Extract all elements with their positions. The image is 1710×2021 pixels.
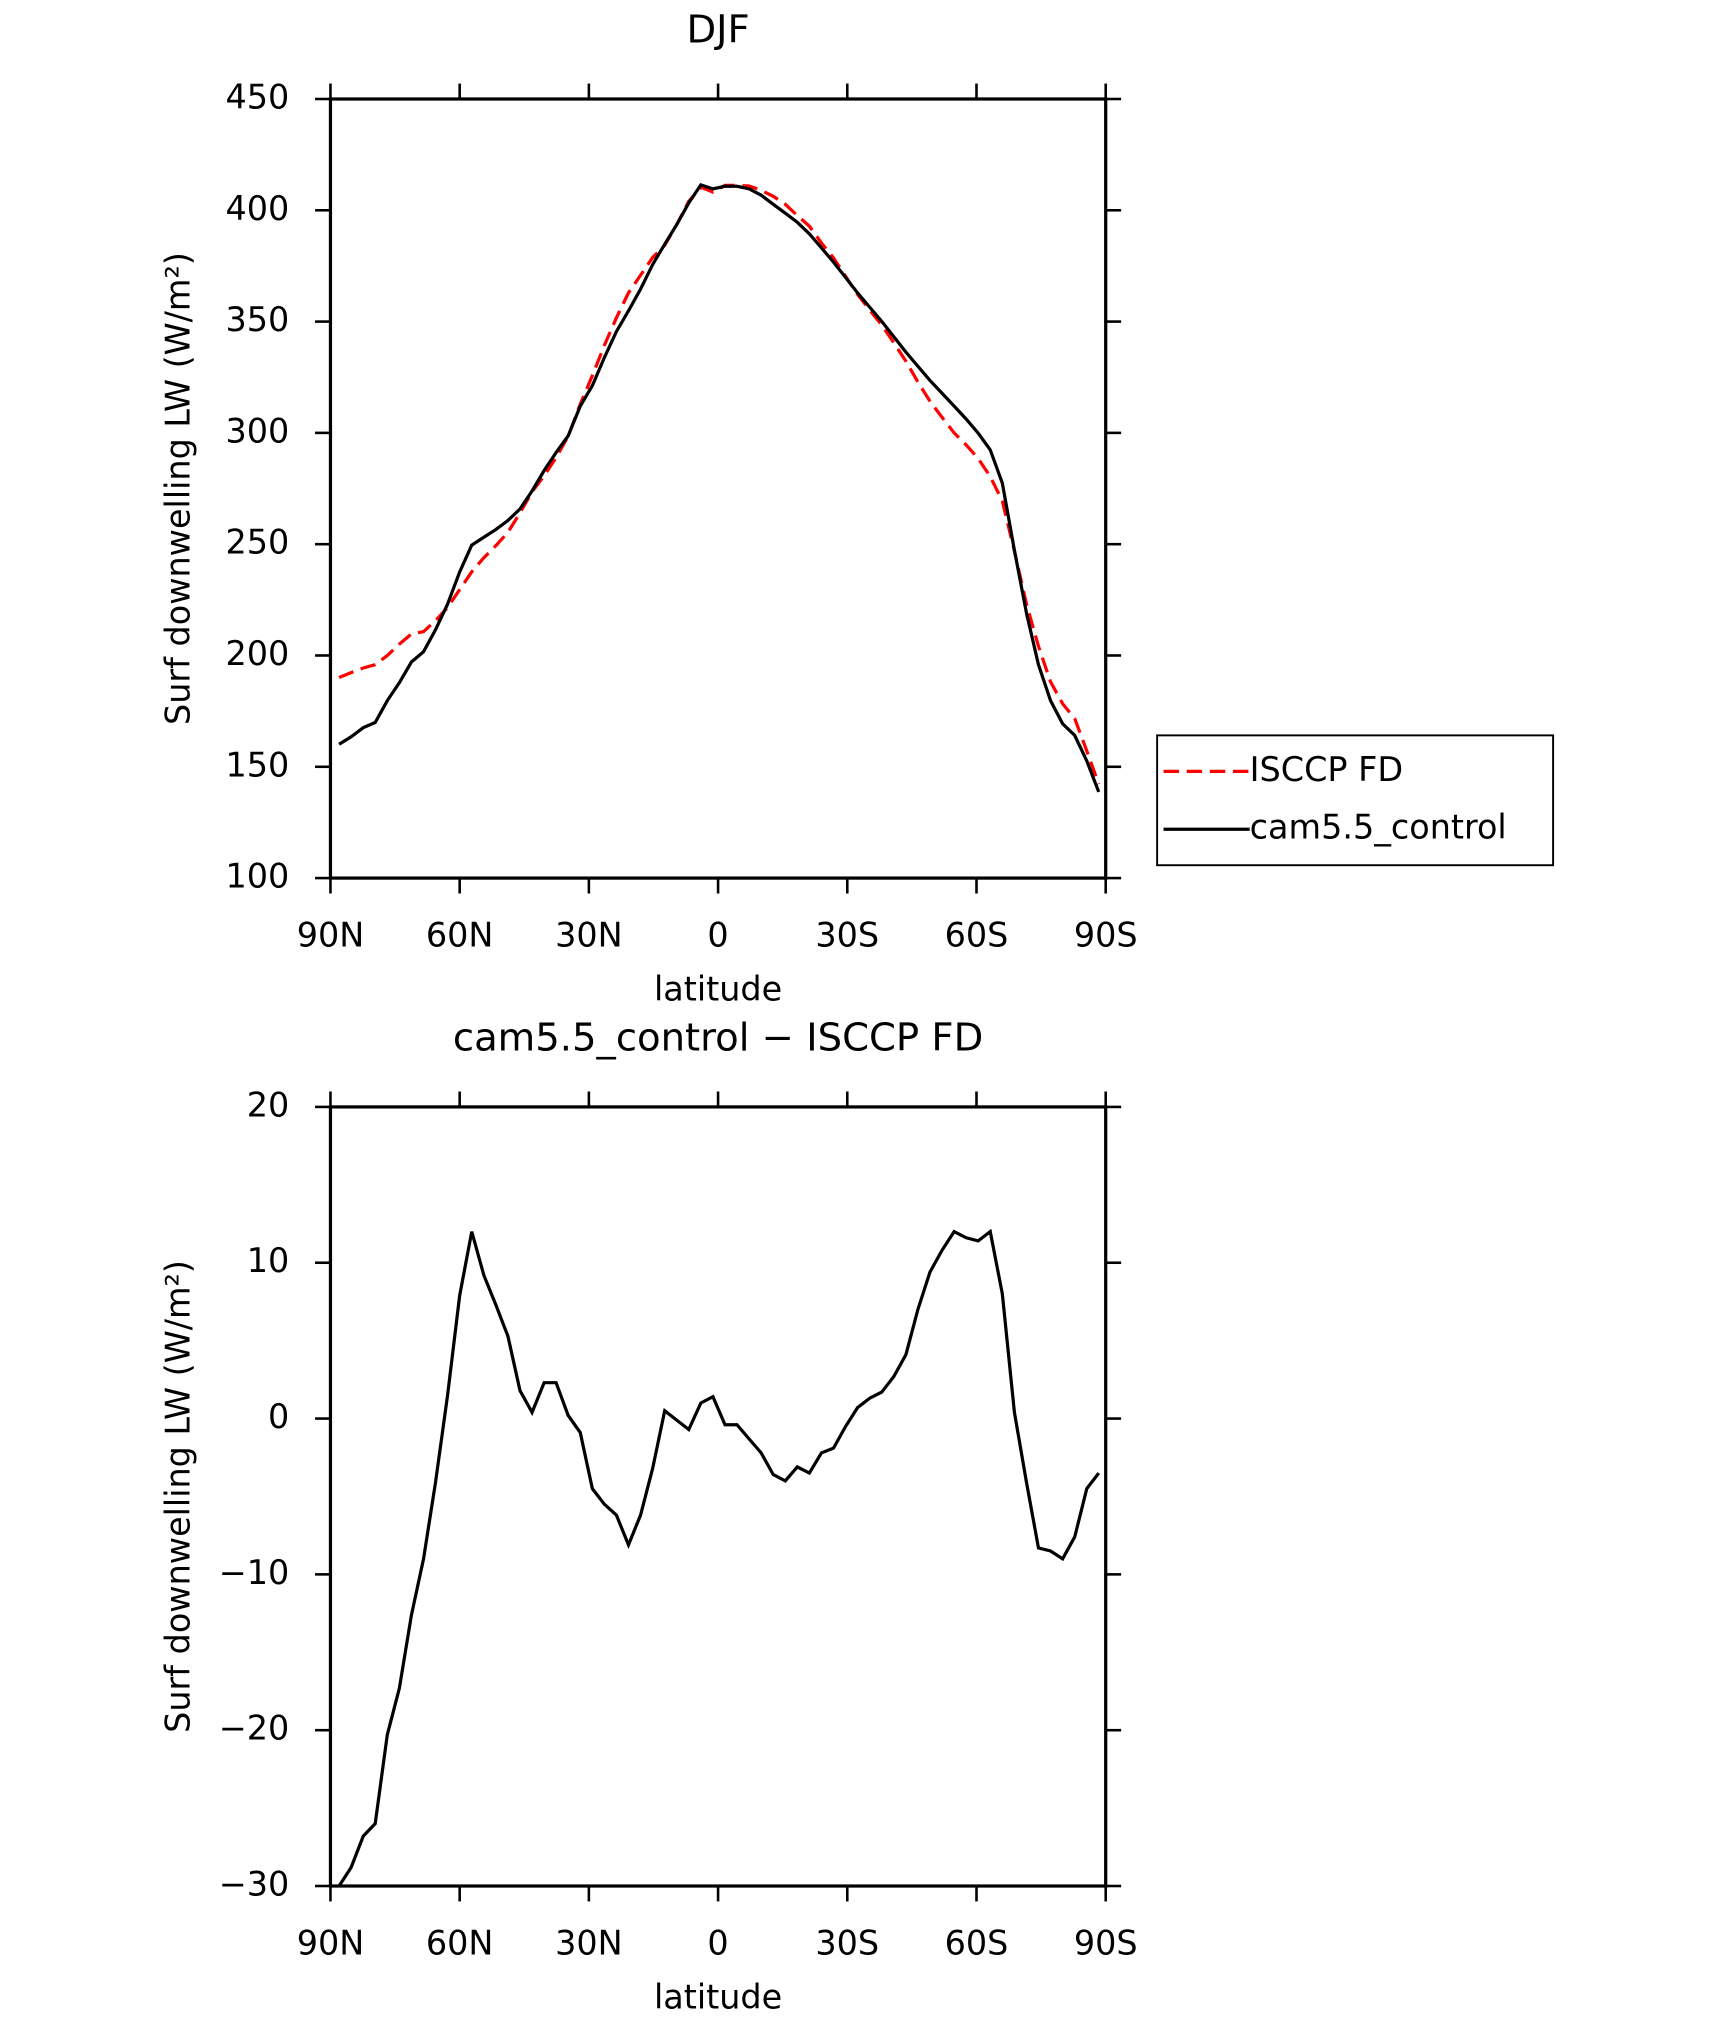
y-tick-label: −20 [219, 1709, 290, 1748]
x-tick-label: 30S [815, 916, 879, 955]
x-tick-label: 0 [707, 1924, 728, 1963]
y-tick-label: 0 [268, 1397, 289, 1436]
y-tick-label: 400 [226, 189, 290, 228]
x-tick-label: 60N [426, 1924, 494, 1963]
x-tick-label: 90N [297, 1924, 365, 1963]
y-tick-label: 150 [226, 745, 290, 784]
chart-title: cam5.5_control − ISCCP FD [453, 1016, 983, 1061]
x-tick-label: 90S [1074, 1924, 1138, 1963]
x-tick-label: 60S [945, 916, 1009, 955]
legend-box [1156, 734, 1555, 867]
x-axis-label: latitude [654, 1978, 782, 2017]
legend-label: cam5.5_control [1250, 808, 1507, 847]
x-tick-label: 60S [945, 1924, 1009, 1963]
y-tick-label: 20 [247, 1085, 290, 1124]
x-tick-label: 60N [426, 916, 494, 955]
x-tick-label: 30N [555, 916, 623, 955]
chart-title: DJF [686, 8, 749, 53]
y-tick-label: 350 [226, 300, 290, 339]
legend: ISCCP FD cam5.5_control [1156, 734, 1555, 867]
y-tick-label: −30 [219, 1865, 290, 1904]
y-tick-label: 10 [247, 1241, 290, 1280]
legend-label: ISCCP FD [1250, 750, 1403, 789]
y-tick-label: 200 [226, 634, 290, 673]
y-tick-label: 250 [226, 523, 290, 562]
x-tick-label: 30S [815, 1924, 879, 1963]
y-tick-label: 300 [226, 411, 290, 450]
x-tick-label: 90N [297, 916, 365, 955]
x-tick-label: 0 [707, 916, 728, 955]
x-tick-label: 90S [1074, 916, 1138, 955]
y-tick-label: −10 [219, 1553, 290, 1592]
plot-frame [328, 97, 1108, 880]
y-axis-label: Surf downwelling LW (W/m²) [159, 1260, 198, 1733]
plot-frame [328, 1105, 1108, 1888]
data-line [338, 182, 1101, 793]
x-axis-label: latitude [654, 970, 782, 1009]
x-tick-label: 30N [555, 1924, 623, 1963]
y-tick-label: 450 [226, 77, 290, 116]
y-axis-label: Surf downwelling LW (W/m²) [159, 252, 198, 725]
data-line [338, 183, 1101, 785]
data-line [337, 1228, 1101, 1887]
y-tick-label: 100 [226, 857, 290, 896]
